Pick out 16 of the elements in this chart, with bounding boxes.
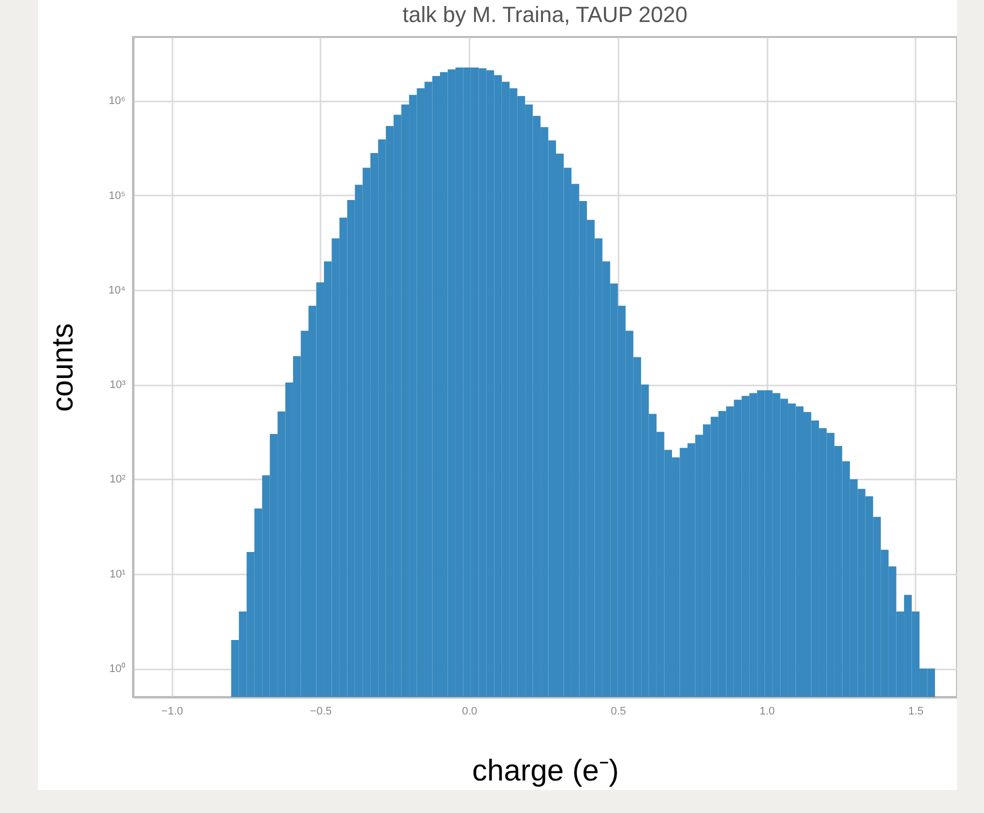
y-tick-label: 10⁰ — [109, 662, 126, 676]
x-tick-label: 0.5 — [610, 706, 626, 718]
text: talk by M. Traina, TAUP 2020 — [402, 2, 688, 27]
x-tick-label: −1.0 — [161, 706, 184, 718]
y-tick-label: 10² — [110, 474, 126, 486]
x-axis-title: charge (e⁻) — [472, 754, 619, 788]
y-tick-label: 10⁴ — [108, 284, 126, 296]
y-tick-label: 10¹ — [110, 568, 126, 580]
x-tick-label: 1.5 — [908, 706, 924, 718]
x-tick-label: −0.5 — [310, 706, 332, 718]
y-axis-title: counts — [46, 323, 80, 412]
y-tick-label: 10⁶ — [108, 95, 126, 108]
x-tick-label: 1.0 — [759, 706, 775, 718]
y-tick-label: 10³ — [110, 379, 126, 392]
y-tick-label: 10⁵ — [108, 190, 126, 202]
x-tick-label: 0.0 — [462, 706, 478, 718]
